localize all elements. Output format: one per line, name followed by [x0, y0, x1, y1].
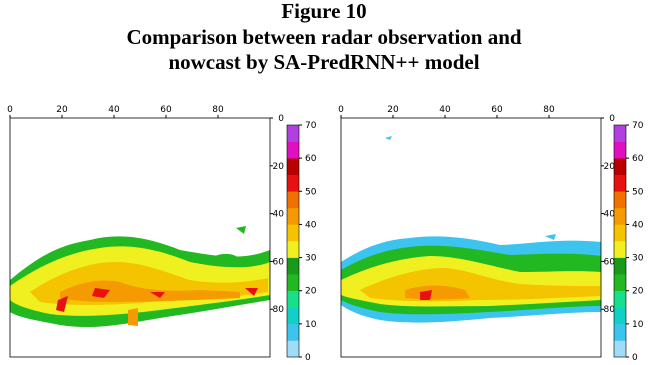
colorbar-tick-label: 0	[632, 353, 638, 363]
colorbar-tick-label: 40	[632, 220, 644, 230]
colorbar-tick-label: 50	[632, 187, 644, 197]
x-tick-label: 0	[338, 105, 344, 115]
colorbar-segment	[614, 307, 626, 325]
colorbar-segment	[287, 207, 299, 225]
colorbar-segment	[287, 141, 299, 159]
y-tick-label: 40	[273, 210, 285, 220]
colorbar-tick-label: 10	[305, 320, 317, 330]
colorbar-segment	[614, 125, 626, 142]
plot-frame	[9, 117, 271, 358]
colorbar-segment	[287, 241, 299, 258]
colorbar-tick-label: 40	[305, 220, 317, 230]
x-tick-label: 80	[543, 105, 555, 115]
colorbar-tick-label: 20	[632, 287, 644, 297]
colorbar-segment	[614, 241, 626, 258]
y-tick-label: 60	[604, 257, 616, 267]
colorbar-segment	[287, 125, 299, 142]
colorbar-segment	[287, 290, 299, 308]
colorbar-frame	[286, 124, 300, 358]
caption-line: Comparison between radar observation and	[126, 25, 521, 49]
x-tick-label: 0	[7, 105, 13, 115]
colorbar-segment	[287, 340, 299, 358]
colorbar-segment	[614, 290, 626, 308]
colorbar-segment	[614, 207, 626, 225]
colorbar-segment	[287, 158, 299, 176]
y-tick-label: 0	[278, 114, 284, 124]
colorbar-tick-label: 20	[305, 287, 317, 297]
colorbar-segment	[287, 224, 299, 242]
colorbar-segment	[614, 274, 626, 292]
colorbar-segment	[287, 307, 299, 325]
x-tick-label: 40	[108, 105, 120, 115]
colorbar-tick-label: 60	[632, 154, 644, 164]
caption-line: nowcast by SA-PredRNN++ model	[168, 50, 479, 74]
x-tick-label: 60	[491, 105, 503, 115]
colorbar-segment	[287, 274, 299, 292]
colorbar-segment	[614, 158, 626, 176]
colorbar-tick-label: 70	[632, 121, 644, 131]
x-tick-label: 20	[387, 105, 399, 115]
colorbar-tick-label: 60	[305, 154, 317, 164]
y-tick-label: 80	[604, 305, 616, 315]
y-tick-label: 40	[604, 210, 616, 220]
colorbar-segment	[614, 224, 626, 242]
colorbar-segment	[287, 323, 299, 341]
colorbar-segment	[614, 191, 626, 209]
x-tick-label: 80	[212, 105, 224, 115]
colorbar-tick-label: 10	[632, 320, 644, 330]
y-tick-label: 20	[273, 162, 285, 172]
y-tick-label: 80	[273, 305, 285, 315]
x-tick-label: 20	[56, 105, 68, 115]
y-tick-label: 20	[604, 162, 616, 172]
colorbar-segment	[614, 323, 626, 341]
colorbar-segment	[614, 340, 626, 358]
nowcast	[341, 136, 601, 323]
plot-frame	[340, 117, 602, 358]
colorbar-tick-label: 70	[305, 121, 317, 131]
colorbar-segment	[287, 174, 299, 192]
colorbar-segment	[287, 191, 299, 209]
x-tick-label: 40	[439, 105, 451, 115]
colorbar-tick-label: 30	[632, 254, 644, 264]
figure-label: Figure 10	[281, 0, 366, 23]
colorbar-segment	[614, 174, 626, 192]
colorbar-tick-label: 0	[305, 353, 311, 363]
colorbar-segment	[614, 257, 626, 275]
colorbar-tick-label: 30	[305, 254, 317, 264]
y-tick-label: 0	[609, 114, 615, 124]
colorbar-segment	[287, 257, 299, 275]
colorbar-segment	[614, 141, 626, 159]
y-tick-label: 60	[273, 257, 285, 267]
colorbar-frame	[613, 124, 627, 358]
radar-observation	[10, 226, 270, 328]
x-tick-label: 60	[160, 105, 172, 115]
colorbar-tick-label: 50	[305, 187, 317, 197]
